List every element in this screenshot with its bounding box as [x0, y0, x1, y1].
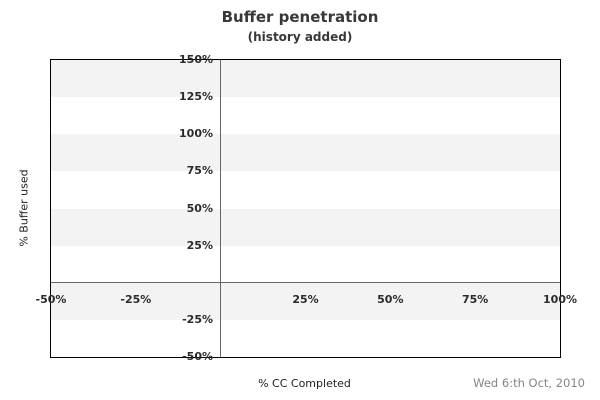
x-tick-label: 100% — [543, 292, 577, 306]
date-label: Wed 6:th Oct, 2010 — [473, 376, 585, 390]
chart-subtitle: (history added) — [247, 30, 353, 44]
y-tick-label: 25% — [186, 238, 213, 252]
x-tick-label: -25% — [120, 292, 152, 306]
y-tick-label: -50% — [182, 350, 213, 363]
y-axis-title: % Buffer used — [17, 169, 31, 247]
grid-stripe — [51, 282, 560, 320]
x-tick-label: -50% — [35, 292, 67, 306]
y-zero-axis-line — [220, 60, 222, 357]
chart-title: Buffer penetration — [221, 8, 379, 26]
y-tick-label: -25% — [182, 312, 213, 326]
grid-stripe — [51, 60, 560, 98]
y-tick-label: 75% — [186, 164, 213, 178]
y-tick-label: 125% — [179, 90, 213, 104]
x-tick-label: 75% — [461, 292, 489, 306]
x-tick-label: 50% — [377, 292, 404, 306]
x-axis-title: % CC Completed — [258, 377, 351, 390]
grid-stripe — [51, 134, 560, 172]
y-tick-label: 150% — [179, 53, 213, 66]
plot-area: 150% 125% 100% 75% 50% 25% -25% -50% -50% -25% 25%… — [36, 53, 577, 363]
x-tick-label: 25% — [292, 292, 319, 306]
grid-stripe — [51, 208, 560, 246]
y-tick-label: 50% — [186, 201, 213, 215]
y-tick-label: 100% — [179, 127, 213, 141]
x-zero-axis-line — [51, 282, 560, 284]
